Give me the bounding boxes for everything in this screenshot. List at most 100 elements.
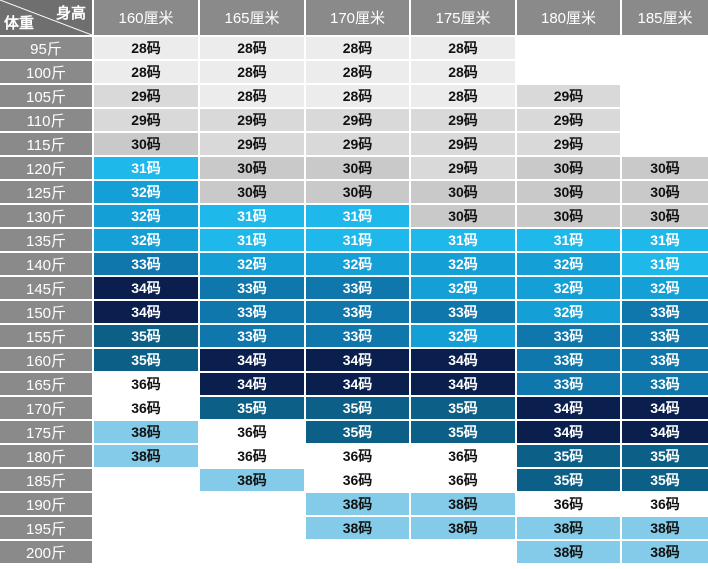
- table-row: 110斤 29码 29码 29码 29码 29码: [0, 109, 708, 133]
- size-cell: 38码: [411, 517, 515, 539]
- weight-label: 135斤: [0, 229, 92, 251]
- size-cell: 34码: [200, 349, 304, 371]
- table-row: 190斤 38码 38码 36码 36码: [0, 493, 708, 517]
- size-cell: 35码: [411, 421, 515, 443]
- size-cell: 33码: [622, 349, 708, 371]
- size-cell: 38码: [622, 517, 708, 539]
- weight-label: 150斤: [0, 301, 92, 323]
- size-cell: 34码: [517, 421, 620, 443]
- size-cell: 32码: [517, 301, 620, 323]
- size-cell: [94, 493, 198, 515]
- size-cell: 33码: [200, 277, 304, 299]
- size-cell: 36码: [94, 397, 198, 419]
- weight-label: 170斤: [0, 397, 92, 419]
- size-cell: 35码: [200, 397, 304, 419]
- table-row: 195斤 38码 38码 38码 38码: [0, 517, 708, 541]
- size-cell: 29码: [94, 109, 198, 131]
- table-row: 140斤 33码 32码 32码 32码 32码 31码: [0, 253, 708, 277]
- size-cell: 32码: [94, 205, 198, 227]
- size-cell: 33码: [622, 301, 708, 323]
- size-cell: 31码: [517, 229, 620, 251]
- weight-label: 105斤: [0, 85, 92, 107]
- size-cell: 31码: [306, 205, 409, 227]
- table-row: 95斤 28码 28码 28码 28码: [0, 37, 708, 61]
- size-cell: 38码: [411, 493, 515, 515]
- table-row: 100斤 28码 28码 28码 28码: [0, 61, 708, 85]
- size-cell: [94, 541, 198, 563]
- size-cell: 38码: [517, 541, 620, 563]
- size-cell: 35码: [622, 469, 708, 491]
- size-cell: 31码: [200, 229, 304, 251]
- size-cell: 29码: [94, 85, 198, 107]
- size-cell: 38码: [94, 445, 198, 467]
- size-cell: 29码: [411, 157, 515, 179]
- size-cell: [622, 85, 708, 107]
- weight-label: 130斤: [0, 205, 92, 227]
- weight-label: 140斤: [0, 253, 92, 275]
- size-cell: [411, 541, 515, 563]
- size-cell: 31码: [622, 229, 708, 251]
- size-cell: 36码: [517, 493, 620, 515]
- weight-label: 115斤: [0, 133, 92, 155]
- size-cell: 36码: [306, 445, 409, 467]
- diagonal-divider: [0, 0, 92, 35]
- size-cell: 33码: [622, 373, 708, 395]
- size-cell: 35码: [94, 349, 198, 371]
- height-header: 180厘米: [515, 0, 620, 35]
- size-cell: 30码: [411, 205, 515, 227]
- size-cell: 28码: [94, 37, 198, 59]
- size-cell: 32码: [306, 253, 409, 275]
- size-cell: [622, 109, 708, 131]
- size-cell: 30码: [517, 157, 620, 179]
- size-cell: 31码: [622, 253, 708, 275]
- table-row: 130斤 32码 31码 31码 30码 30码 30码: [0, 205, 708, 229]
- table-row: 135斤 32码 31码 31码 31码 31码 31码: [0, 229, 708, 253]
- size-cell: [94, 469, 198, 491]
- size-cell: 28码: [411, 85, 515, 107]
- size-cell: 36码: [200, 445, 304, 467]
- size-cell: 33码: [517, 373, 620, 395]
- weight-label: 200斤: [0, 541, 92, 563]
- size-cell: 33码: [306, 301, 409, 323]
- size-cell: [517, 61, 620, 83]
- size-cell: 28码: [200, 85, 304, 107]
- size-cell: 30码: [411, 181, 515, 203]
- size-cell: 28码: [200, 37, 304, 59]
- size-cell: 30码: [622, 205, 708, 227]
- size-cell: 29码: [517, 133, 620, 155]
- size-cell: 33码: [622, 325, 708, 347]
- corner-cell: 身高 体重: [0, 0, 92, 35]
- size-cell: [200, 517, 304, 539]
- height-header: 165厘米: [198, 0, 304, 35]
- size-cell: 28码: [306, 61, 409, 83]
- size-cell: 32码: [411, 253, 515, 275]
- height-axis-label: 身高: [55, 5, 86, 22]
- size-cell: 35码: [306, 397, 409, 419]
- height-header: 170厘米: [304, 0, 409, 35]
- size-cell: 33码: [94, 253, 198, 275]
- weight-label: 110斤: [0, 109, 92, 131]
- size-cell: 30码: [517, 181, 620, 203]
- size-cell: [517, 37, 620, 59]
- size-cell: 35码: [306, 421, 409, 443]
- size-cell: 30码: [200, 157, 304, 179]
- size-cell: 34码: [411, 349, 515, 371]
- table-row: 175斤 38码 36码 35码 35码 34码 34码: [0, 421, 708, 445]
- size-cell: 34码: [411, 373, 515, 395]
- size-cell: 34码: [94, 301, 198, 323]
- header-row: 身高 体重 160厘米 165厘米 170厘米 175厘米 180厘米 185厘米: [0, 0, 708, 35]
- size-cell: 29码: [200, 133, 304, 155]
- size-cell: 38码: [622, 541, 708, 563]
- size-cell: 32码: [200, 253, 304, 275]
- weight-label: 120斤: [0, 157, 92, 179]
- weight-label: 190斤: [0, 493, 92, 515]
- size-cell: 28码: [200, 61, 304, 83]
- table-row: 155斤 35码 33码 33码 32码 33码 33码: [0, 325, 708, 349]
- size-cell: 33码: [200, 301, 304, 323]
- size-cell: [622, 37, 708, 59]
- table-row: 185斤 38码 36码 36码 35码 35码: [0, 469, 708, 493]
- size-cell: 34码: [94, 277, 198, 299]
- table-row: 145斤 34码 33码 33码 32码 32码 32码: [0, 277, 708, 301]
- size-cell: 33码: [200, 325, 304, 347]
- size-cell: 33码: [517, 349, 620, 371]
